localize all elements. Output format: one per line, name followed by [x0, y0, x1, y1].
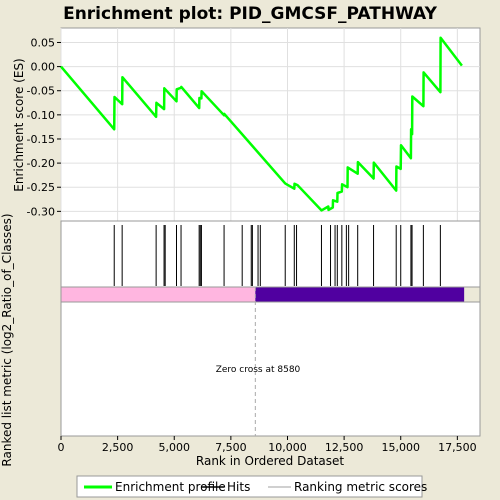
x-tick-label: 12,500: [325, 441, 364, 454]
x-tick-label: 15,000: [381, 441, 420, 454]
legend-ranking-label: Ranking metric scores: [294, 480, 427, 494]
x-tick-label: 7,500: [215, 441, 247, 454]
hits-group: [113, 225, 441, 286]
legend: Enrichment profile Hits Ranking metric s…: [76, 475, 427, 498]
es-y-tick-label: 0.05: [31, 36, 56, 49]
zero-cross-annotation: Zero cross at 8580: [216, 365, 301, 375]
chart-title: Enrichment plot: PID_GMCSF_PATHWAY: [63, 4, 438, 24]
legend-hits-label: Hits: [227, 480, 250, 494]
es-panel: [60, 27, 481, 222]
es-y-tick-label: -0.25: [27, 181, 55, 194]
es-grid: [60, 28, 480, 221]
x-axis-title: Rank in Ordered Dataset: [196, 454, 344, 468]
legend-enrichment-label: Enrichment profile: [115, 480, 226, 494]
x-tick-label: 0: [58, 441, 65, 454]
y-axis-title-bottom: Ranked list metric (log2_Ratio_of_Classe…: [0, 213, 14, 466]
x-tick-label: 2,500: [102, 441, 134, 454]
enrichment-profile-line: [60, 36, 463, 212]
es-y-tick-label: -0.15: [27, 133, 55, 146]
metric-panel: [60, 301, 481, 437]
es-y-tick-label: -0.20: [27, 157, 55, 170]
x-tick-label: 10,000: [268, 441, 307, 454]
es-y-tick-label: -0.30: [27, 205, 55, 218]
hits-panel: [60, 220, 481, 288]
y-axis-title-top: Enrichment score (ES): [12, 58, 26, 191]
x-tick-label: 17,500: [438, 441, 477, 454]
es-y-tick-label: 0.00: [31, 61, 56, 74]
metric-band-negative: [255, 287, 465, 302]
es-y-ticks: 0.05 0.00 -0.05 -0.10 -0.15 -0.20 -0.25 -0.30: [27, 36, 61, 218]
es-y-tick-label: -0.10: [27, 109, 55, 122]
metric-band-positive: [61, 287, 256, 302]
es-y-tick-label: -0.05: [27, 85, 55, 98]
x-axis: 0 2,500 5,000 7,500 10,000 12,500 15,000 17,500: [58, 436, 477, 454]
legend-box: [76, 475, 423, 498]
x-tick-label: 5,000: [158, 441, 190, 454]
